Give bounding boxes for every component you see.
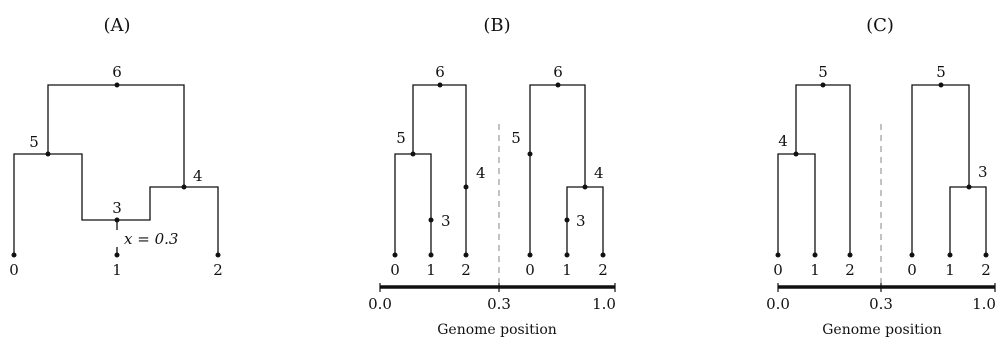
node-0 xyxy=(392,252,398,258)
node-5 xyxy=(527,151,533,157)
node-3 xyxy=(564,217,570,223)
panel-c-genome-axis: 0.0 0.3 1.0 Genome position xyxy=(766,283,996,338)
node-3 xyxy=(114,217,120,223)
panel-b-title: (B) xyxy=(483,15,510,36)
panel-b-left-tree: 0 1 2 3 4 5 6 xyxy=(390,63,485,279)
node-0 xyxy=(527,252,533,258)
label-4: 4 xyxy=(778,132,788,150)
node-3 xyxy=(966,184,972,190)
tick-label-1: 1.0 xyxy=(972,295,996,313)
node-2 xyxy=(600,252,606,258)
node-4 xyxy=(463,184,469,190)
node-5 xyxy=(410,151,416,157)
panel-b: (B) 0 1 2 3 4 5 6 xyxy=(368,15,616,338)
node-4 xyxy=(582,184,588,190)
label-0: 0 xyxy=(907,261,917,279)
node-3 xyxy=(428,217,434,223)
label-2: 2 xyxy=(461,261,471,279)
panel-c-left-tree: 0 1 2 4 5 xyxy=(773,63,855,279)
node-1 xyxy=(114,252,120,258)
edge-5 xyxy=(394,153,432,255)
tick-label-0-3: 0.3 xyxy=(869,295,893,313)
panel-c-right-tree: 0 1 2 3 5 xyxy=(907,63,991,279)
edge-3 xyxy=(949,186,987,255)
label-5: 5 xyxy=(818,63,828,81)
tick-label-0: 0.0 xyxy=(368,295,392,313)
edge-4 xyxy=(777,153,816,255)
panel-c: (C) 0 1 2 4 5 0 1 2 xyxy=(766,15,996,338)
label-1: 1 xyxy=(562,261,572,279)
label-0: 0 xyxy=(390,261,400,279)
node-0 xyxy=(775,252,781,258)
panel-a-title: (A) xyxy=(103,15,130,36)
label-1: 1 xyxy=(810,261,820,279)
label-3: 3 xyxy=(978,163,988,181)
panel-a-nodes xyxy=(11,82,221,258)
label-4: 4 xyxy=(193,167,203,185)
label-3: 3 xyxy=(441,212,451,230)
edge-5 xyxy=(13,153,117,255)
panel-b-genome-axis: 0.0 0.3 1.0 Genome position xyxy=(368,283,616,338)
node-1 xyxy=(812,252,818,258)
label-4: 4 xyxy=(476,164,486,182)
node-2 xyxy=(983,252,989,258)
label-4: 4 xyxy=(594,164,604,182)
edge-5 xyxy=(911,84,970,255)
edge-5 xyxy=(795,84,851,255)
panel-a-labels: 0 1 2 3 4 5 6 x = 0.3 xyxy=(9,63,223,279)
label-1: 1 xyxy=(426,261,436,279)
panel-a: (A) 0 1 2 3 4 5 6 x = 0.3 xyxy=(9,15,223,279)
label-2: 2 xyxy=(213,261,223,279)
node-4 xyxy=(181,184,187,190)
node-5 xyxy=(938,82,944,88)
node-6 xyxy=(555,82,561,88)
node-6 xyxy=(437,82,443,88)
node-6 xyxy=(114,82,120,88)
panel-a-edges xyxy=(13,84,219,255)
node-2 xyxy=(215,252,221,258)
label-1: 1 xyxy=(945,261,955,279)
label-0: 0 xyxy=(773,261,783,279)
label-0: 0 xyxy=(9,261,19,279)
node-5 xyxy=(45,151,51,157)
label-2: 2 xyxy=(981,261,991,279)
node-2 xyxy=(847,252,853,258)
node-0 xyxy=(909,252,915,258)
label-5: 5 xyxy=(29,133,39,151)
axis-title: Genome position xyxy=(822,322,942,338)
tick-label-0: 0.0 xyxy=(766,295,790,313)
node-4 xyxy=(793,151,799,157)
label-0: 0 xyxy=(525,261,535,279)
node-2 xyxy=(463,252,469,258)
label-6: 6 xyxy=(553,63,563,81)
node-0 xyxy=(11,252,17,258)
edge-6 xyxy=(529,84,586,187)
node-1 xyxy=(428,252,434,258)
axis-title: Genome position xyxy=(437,322,557,338)
label-1: 1 xyxy=(112,261,122,279)
label-5: 5 xyxy=(396,129,406,147)
node-5 xyxy=(820,82,826,88)
label-6: 6 xyxy=(435,63,445,81)
tick-label-1: 1.0 xyxy=(592,295,616,313)
tick-label-0-3: 0.3 xyxy=(487,295,511,313)
label-3: 3 xyxy=(576,212,586,230)
node-1 xyxy=(947,252,953,258)
label-2: 2 xyxy=(845,261,855,279)
label-5: 5 xyxy=(936,63,946,81)
label-2: 2 xyxy=(598,261,608,279)
breakpoint-annotation: x = 0.3 xyxy=(124,230,178,248)
edge-6 xyxy=(412,84,467,187)
label-3: 3 xyxy=(112,199,122,217)
label-5: 5 xyxy=(511,129,521,147)
edge-6 xyxy=(47,84,185,187)
panel-b-right-tree: 0 1 2 3 4 5 6 xyxy=(511,63,608,279)
panel-c-title: (C) xyxy=(866,15,894,36)
edge-4 xyxy=(117,186,219,255)
node-1 xyxy=(564,252,570,258)
label-6: 6 xyxy=(112,63,122,81)
